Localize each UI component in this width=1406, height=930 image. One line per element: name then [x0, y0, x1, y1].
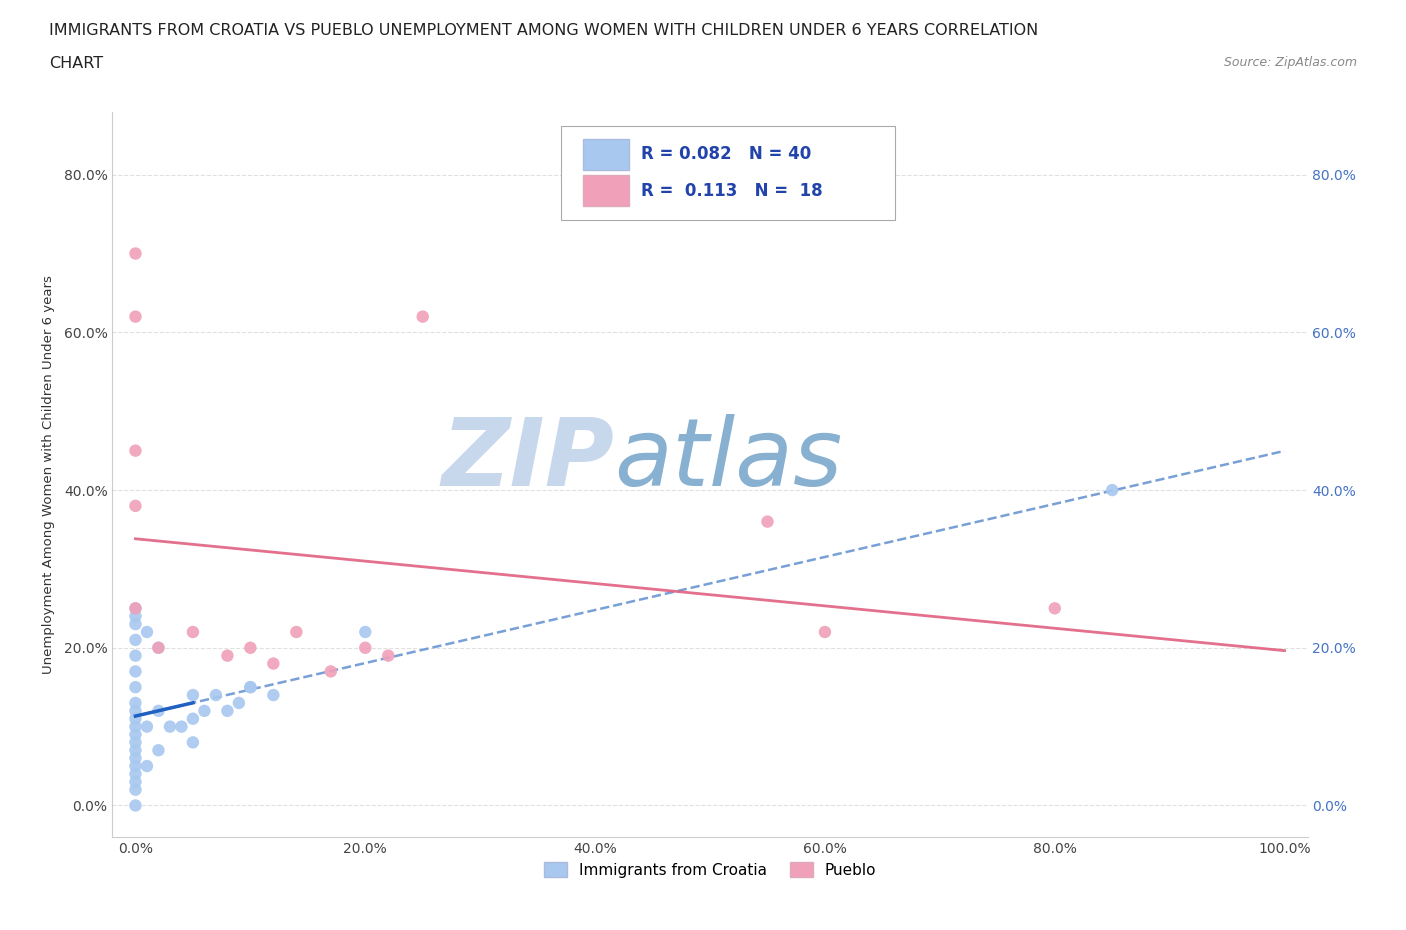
Point	[124, 246, 146, 261]
Point	[412, 309, 434, 324]
Point	[124, 601, 146, 616]
Point	[124, 617, 146, 631]
Point	[124, 498, 146, 513]
Point	[124, 751, 146, 765]
Text: R =  0.113   N =  18: R = 0.113 N = 18	[641, 181, 823, 200]
Point	[136, 759, 159, 774]
Point	[377, 648, 399, 663]
Point	[124, 727, 146, 742]
Point	[181, 735, 204, 750]
Point	[159, 719, 181, 734]
Point	[181, 711, 204, 726]
Text: CHART: CHART	[49, 56, 103, 71]
Point	[239, 680, 262, 695]
Text: ZIP: ZIP	[441, 414, 614, 506]
Point	[124, 696, 146, 711]
Point	[239, 680, 262, 695]
FancyBboxPatch shape	[583, 176, 628, 206]
Point	[124, 782, 146, 797]
Text: IMMIGRANTS FROM CROATIA VS PUEBLO UNEMPLOYMENT AMONG WOMEN WITH CHILDREN UNDER 6: IMMIGRANTS FROM CROATIA VS PUEBLO UNEMPL…	[49, 23, 1039, 38]
Point	[148, 703, 170, 718]
Point	[228, 696, 250, 711]
Point	[124, 759, 146, 774]
Point	[124, 743, 146, 758]
Point	[136, 719, 159, 734]
Point	[239, 641, 262, 656]
Point	[756, 514, 779, 529]
Point	[181, 687, 204, 702]
Point	[124, 735, 146, 750]
Point	[319, 664, 342, 679]
Point	[124, 711, 146, 726]
Point	[124, 632, 146, 647]
Text: Source: ZipAtlas.com: Source: ZipAtlas.com	[1223, 56, 1357, 69]
Point	[148, 743, 170, 758]
Legend: Immigrants from Croatia, Pueblo: Immigrants from Croatia, Pueblo	[537, 856, 883, 884]
Y-axis label: Unemployment Among Women with Children Under 6 years: Unemployment Among Women with Children U…	[42, 275, 55, 673]
Point	[136, 625, 159, 640]
Text: R = 0.082   N = 40: R = 0.082 N = 40	[641, 145, 811, 164]
Point	[124, 766, 146, 781]
Point	[193, 703, 215, 718]
Point	[124, 775, 146, 790]
Point	[205, 687, 228, 702]
Point	[124, 609, 146, 624]
Point	[217, 648, 239, 663]
Point	[262, 687, 284, 702]
Point	[124, 444, 146, 458]
Point	[1043, 601, 1066, 616]
Point	[148, 641, 170, 656]
Point	[124, 664, 146, 679]
Point	[814, 625, 837, 640]
Point	[181, 625, 204, 640]
Point	[124, 703, 146, 718]
Point	[262, 656, 284, 671]
Point	[285, 625, 308, 640]
FancyBboxPatch shape	[561, 126, 896, 220]
Point	[124, 309, 146, 324]
Point	[170, 719, 193, 734]
Point	[124, 719, 146, 734]
Point	[148, 641, 170, 656]
Point	[124, 601, 146, 616]
Point	[1101, 483, 1123, 498]
Text: atlas: atlas	[614, 414, 842, 505]
Point	[124, 798, 146, 813]
FancyBboxPatch shape	[583, 140, 628, 169]
Point	[217, 703, 239, 718]
Point	[124, 680, 146, 695]
Point	[124, 648, 146, 663]
Point	[354, 625, 377, 640]
Point	[354, 641, 377, 656]
